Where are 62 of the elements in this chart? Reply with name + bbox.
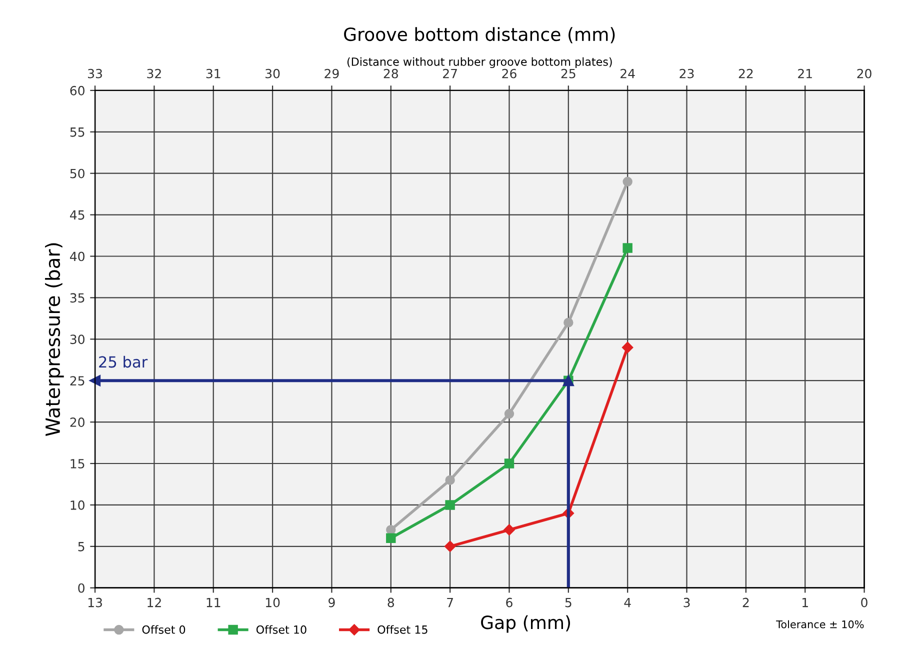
x-tick-label: 1: [802, 598, 808, 608]
x2-tick-label: 27: [443, 68, 457, 78]
y-tick-label: 15: [70, 459, 84, 468]
chart-subtitle: (Distance without rubber groove bottom plates): [347, 57, 612, 68]
x2-tick-label: 28: [384, 68, 398, 78]
x2-tick-label: 20: [857, 68, 872, 78]
x-tick-label: 0: [861, 598, 868, 608]
y-tick-label: 25: [70, 376, 84, 386]
x-tick-label: 2: [742, 598, 749, 608]
y-tick-label: 45: [70, 210, 84, 220]
x2-tick-label: 32: [147, 68, 161, 78]
text: Tolerance ± 10%: [776, 620, 864, 628]
y-axis-title: Waterpressure (bar): [45, 243, 64, 436]
point: [386, 533, 396, 543]
x2-tick-label: 31: [206, 68, 220, 78]
point: [564, 318, 574, 328]
x-tick-label: 9: [328, 598, 335, 608]
x-tick-label: 6: [506, 598, 512, 608]
x2-tick-label: 33: [88, 68, 102, 78]
y-tick-label: 60: [70, 86, 84, 96]
y-tick-label: 40: [70, 252, 84, 262]
legend-label: Offset 0: [142, 625, 186, 634]
point: [504, 408, 514, 419]
point: [386, 524, 396, 535]
x-tick-label: 5: [565, 598, 572, 608]
point: [622, 342, 634, 354]
x2-axis-title: Groove bottom distance (mm): [344, 27, 615, 44]
x-tick-label: 8: [388, 598, 394, 608]
x-tick-label: 12: [148, 598, 161, 608]
x2-tick-label: 30: [266, 68, 280, 78]
y-tick-label: 5: [78, 542, 84, 552]
x-tick-label: 4: [624, 598, 631, 608]
x-tick-label: 10: [266, 598, 280, 608]
x-tick-label: 13: [88, 598, 102, 608]
point: [444, 540, 456, 552]
x2-tick-label: 23: [680, 68, 694, 78]
y-tick-label: 30: [70, 334, 84, 344]
y-tick-label: 35: [70, 293, 84, 303]
x2-tick-label: 25: [561, 68, 576, 78]
point: [445, 500, 455, 510]
x-tick-label: 11: [206, 598, 220, 608]
x-axis-title: Gap (mm): [481, 615, 570, 633]
y-tick-label: 20: [70, 418, 84, 427]
point: [622, 176, 632, 186]
x2-tick-label: 29: [324, 68, 339, 78]
x-tick-label: 7: [447, 598, 453, 608]
y-tick-label: 0: [78, 583, 84, 593]
x2-tick-label: 26: [502, 68, 516, 78]
legend-label: Offset 10: [256, 625, 306, 634]
x2-tick-label: 24: [620, 68, 635, 78]
ref-line-label: 25 bar: [99, 356, 148, 368]
point: [504, 458, 514, 468]
point: [504, 524, 515, 536]
x2-tick-label: 21: [798, 68, 812, 78]
x-tick-label: 3: [684, 598, 690, 608]
y-tick-label: 50: [70, 168, 84, 178]
point: [445, 475, 455, 485]
y-tick-label: 55: [70, 128, 84, 137]
point: [622, 243, 632, 253]
y-tick-label: 10: [70, 500, 84, 510]
x2-tick-label: 22: [738, 68, 753, 78]
legend-label: Offset 15: [378, 625, 428, 634]
